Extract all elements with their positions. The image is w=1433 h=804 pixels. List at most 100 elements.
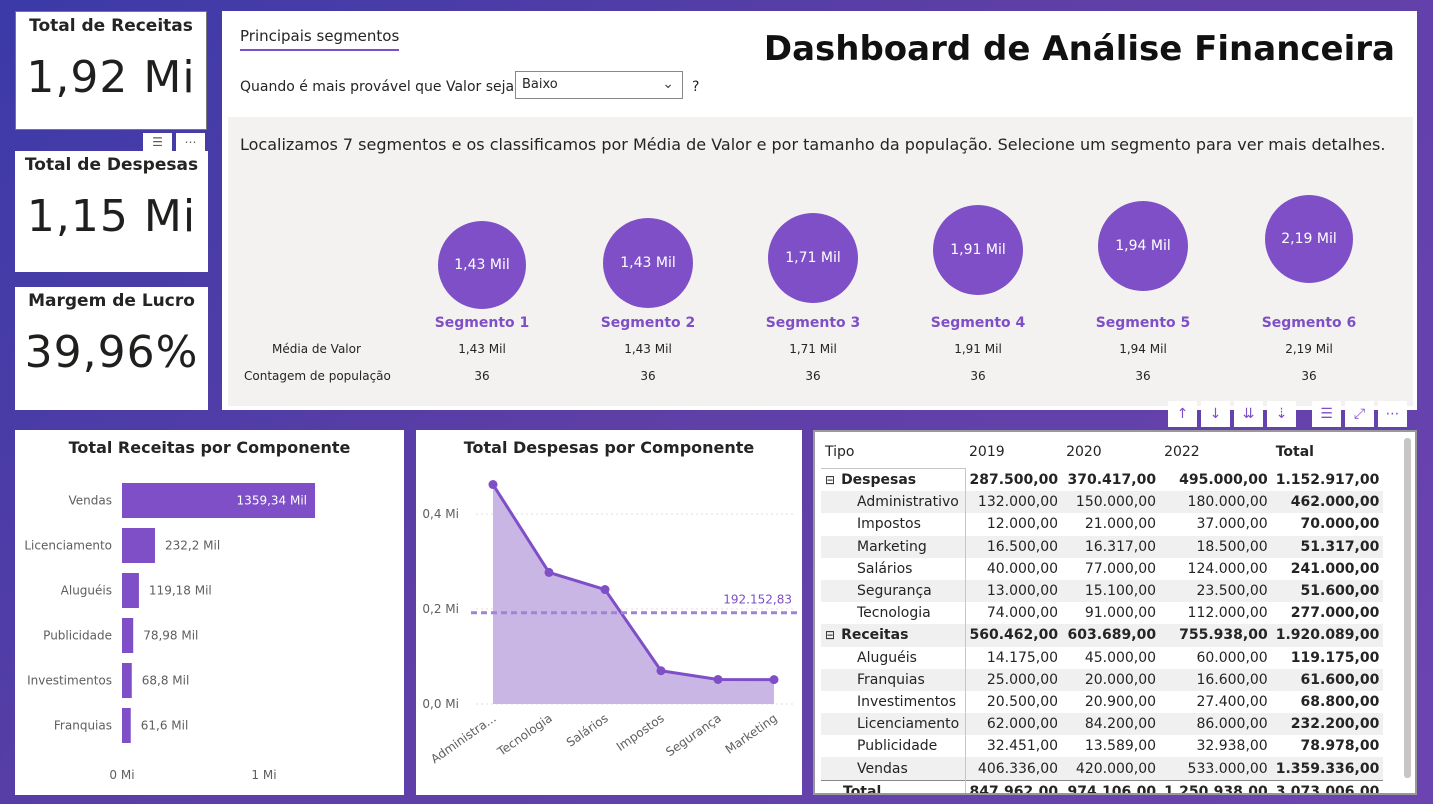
- matrix-cell: 70.000,00: [1300, 516, 1380, 533]
- collapse-icon[interactable]: ⊟: [825, 628, 836, 643]
- matrix-row[interactable]: Investimentos 20.500,00 20.900,00 27.400,00…: [821, 690, 1383, 714]
- matrix-cell: 86.000,00: [1160, 713, 1272, 736]
- segment-bubble[interactable]: 1,91 Mil: [933, 205, 1023, 295]
- group-name: Despesas: [841, 472, 917, 489]
- value-dropdown[interactable]: Baixo ⌄: [515, 71, 683, 99]
- matrix-row[interactable]: Salários 40.000,00 77.000,00 124.000,00 241.…: [821, 557, 1383, 580]
- axis-tick-label: 1 Mi: [251, 768, 276, 782]
- matrix-cell: 51.600,00: [1271, 579, 1384, 603]
- matrix-row[interactable]: Marketing 16.500,00 16.317,00 18.500,00 51.3…: [821, 535, 1384, 558]
- matrix-cell: 603.689,00: [1062, 624, 1161, 647]
- matrix-group-row[interactable]: ⊟ Receitas 560.462,00 603.689,00 755.938,00 1…: [821, 624, 1384, 647]
- segment-name[interactable]: Segmento 3: [765, 315, 861, 331]
- filter-icon[interactable]: ☰: [1312, 401, 1341, 427]
- expand-all-icon[interactable]: ⇊: [1234, 401, 1263, 427]
- category-label: Impostos: [614, 711, 667, 754]
- focus-mode-icon[interactable]: ⤢: [1345, 401, 1374, 427]
- matrix-cell: 20.000,00: [1062, 668, 1161, 691]
- matrix-group-row[interactable]: ⊟ Despesas 287.500,00 370.417,00 495.000,00 1…: [821, 468, 1383, 492]
- segment-name[interactable]: Segmento 1: [434, 315, 530, 331]
- matrix-row[interactable]: Tecnologia 74.000,00 91.000,00 112.000,00 27…: [821, 602, 1383, 625]
- kpi-title: Total de Despesas: [24, 155, 199, 175]
- dashboard-title: Dashboard de Análise Financeira: [751, 23, 1407, 75]
- area-fill: [493, 484, 774, 704]
- segment-bubble[interactable]: 1,71 Mil: [768, 213, 858, 303]
- row-name: Segurança: [821, 579, 966, 603]
- tab-principais-segmentos[interactable]: Principais segmentos: [240, 27, 400, 51]
- matrix-row[interactable]: Aluguéis 14.175,00 45.000,00 60.000,00 119.1…: [821, 646, 1383, 669]
- bar[interactable]: [122, 528, 155, 563]
- data-point[interactable]: [656, 666, 666, 676]
- drill-mode-icon[interactable]: ⇣: [1267, 401, 1296, 427]
- matrix-cell: 974.106,00: [1067, 783, 1157, 795]
- matrix-header-cell[interactable]: Tipo: [825, 444, 855, 460]
- matrix-row[interactable]: Franquias 25.000,00 20.000,00 16.600,00 61.6…: [821, 668, 1384, 691]
- matrix-cell: 755.938,00: [1160, 624, 1272, 647]
- bar[interactable]: [122, 573, 139, 608]
- data-label: 61,6 Mil: [141, 719, 189, 733]
- category-label: Investimentos: [27, 674, 112, 688]
- matrix-cell: 420.000,00: [1062, 757, 1161, 781]
- drill-down-icon[interactable]: ↓: [1201, 401, 1230, 427]
- y-tick-label: 0,4 Mi: [422, 507, 459, 521]
- matrix-row[interactable]: Licenciamento 62.000,00 84.200,00 86.000,00…: [821, 713, 1384, 736]
- bar[interactable]: [122, 483, 316, 518]
- row-name: Marketing: [821, 535, 966, 558]
- matrix-cell: 74.000,00: [986, 605, 1059, 622]
- vertical-scrollbar[interactable]: [1404, 438, 1411, 778]
- segment-bubble[interactable]: 1,43 Mil: [603, 218, 693, 308]
- data-point[interactable]: [600, 585, 610, 595]
- group-name: Receitas: [841, 627, 909, 644]
- bar[interactable]: [122, 663, 132, 698]
- segment-bubble[interactable]: 2,19 Mil: [1265, 195, 1353, 283]
- segment-name[interactable]: Segmento 4: [930, 315, 1026, 331]
- kpi-title: Total de Receitas: [29, 16, 193, 36]
- group-cell[interactable]: ⊟ Receitas: [821, 624, 966, 647]
- matrix-visual[interactable]: Tipo 2019 2020 2022 Total ⊟ Despesas 287.500,00…: [813, 430, 1417, 795]
- bar[interactable]: [122, 708, 131, 743]
- matrix-header-cell[interactable]: Total: [1275, 444, 1314, 461]
- matrix-row[interactable]: Segurança 13.000,00 15.100,00 23.500,00 51.6…: [821, 579, 1384, 603]
- segment-name[interactable]: Segmento 5: [1095, 315, 1191, 331]
- more-options-icon[interactable]: ⋯: [176, 133, 205, 151]
- matrix-row[interactable]: Publicidade 32.451,00 13.589,00 32.938,00 78…: [821, 735, 1383, 758]
- matrix-row[interactable]: Impostos 12.000,00 21.000,00 37.000,00 70.00…: [821, 513, 1383, 536]
- matrix-cell: 119.175,00: [1290, 649, 1380, 666]
- matrix-row[interactable]: Administrativo 132.000,00 150.000,00 180.00…: [821, 491, 1384, 514]
- matrix-cell: 241.000,00: [1290, 560, 1380, 577]
- matrix-header-cell[interactable]: 2020: [1066, 444, 1102, 461]
- segment-count: 36: [1301, 369, 1317, 383]
- data-point[interactable]: [544, 567, 554, 577]
- matrix-cell: 1.359.336,00: [1271, 757, 1384, 781]
- more-options-icon[interactable]: ⋯: [1378, 401, 1407, 427]
- data-point[interactable]: [769, 675, 779, 685]
- kpi-card-despesas[interactable]: Total de Despesas 1,15 Mi: [15, 151, 208, 272]
- matrix-cell: 18.500,00: [1160, 535, 1272, 558]
- matrix-visual-header: ↑ ↓ ⇊ ⇣ ☰ ⤢ ⋯: [1168, 401, 1407, 427]
- data-label: 119,18 Mil: [149, 584, 212, 598]
- data-label: 232,2 Mil: [165, 539, 220, 553]
- collapse-icon[interactable]: ⊟: [825, 473, 836, 488]
- matrix-cell: 62.000,00: [965, 713, 1063, 736]
- data-point[interactable]: [488, 480, 498, 490]
- kpi-card-margem[interactable]: Margem de Lucro 39,96%: [15, 287, 208, 410]
- group-cell[interactable]: ⊟ Despesas: [821, 468, 966, 492]
- matrix-header-row: Tipo 2019 2020 2022 Total: [821, 436, 1383, 469]
- segment-bubble[interactable]: 1,94 Mil: [1098, 201, 1188, 291]
- filter-icon[interactable]: ☰: [143, 133, 172, 151]
- segment-bubble[interactable]: 1,43 Mil: [438, 221, 526, 309]
- kpi-card-receitas[interactable]: Total de Receitas 1,92 Mi: [15, 11, 207, 130]
- drill-up-icon[interactable]: ↑: [1168, 401, 1197, 427]
- kpi-title: Margem de Lucro: [28, 291, 195, 311]
- data-point[interactable]: [713, 674, 723, 684]
- matrix-cell: 20.500,00: [986, 693, 1059, 710]
- segment-count: 36: [640, 369, 656, 383]
- matrix-header-cell[interactable]: 2022: [1164, 444, 1200, 461]
- segment-name[interactable]: Segmento 2: [600, 315, 696, 331]
- matrix-row[interactable]: Vendas 406.336,00 420.000,00 533.000,00 1.35…: [821, 757, 1384, 781]
- bar[interactable]: [122, 618, 134, 653]
- matrix-cell: 37.000,00: [1196, 516, 1268, 533]
- matrix-cell: 78.978,00: [1300, 738, 1380, 755]
- matrix-header-cell[interactable]: 2019: [969, 444, 1005, 461]
- segment-name[interactable]: Segmento 6: [1261, 315, 1357, 331]
